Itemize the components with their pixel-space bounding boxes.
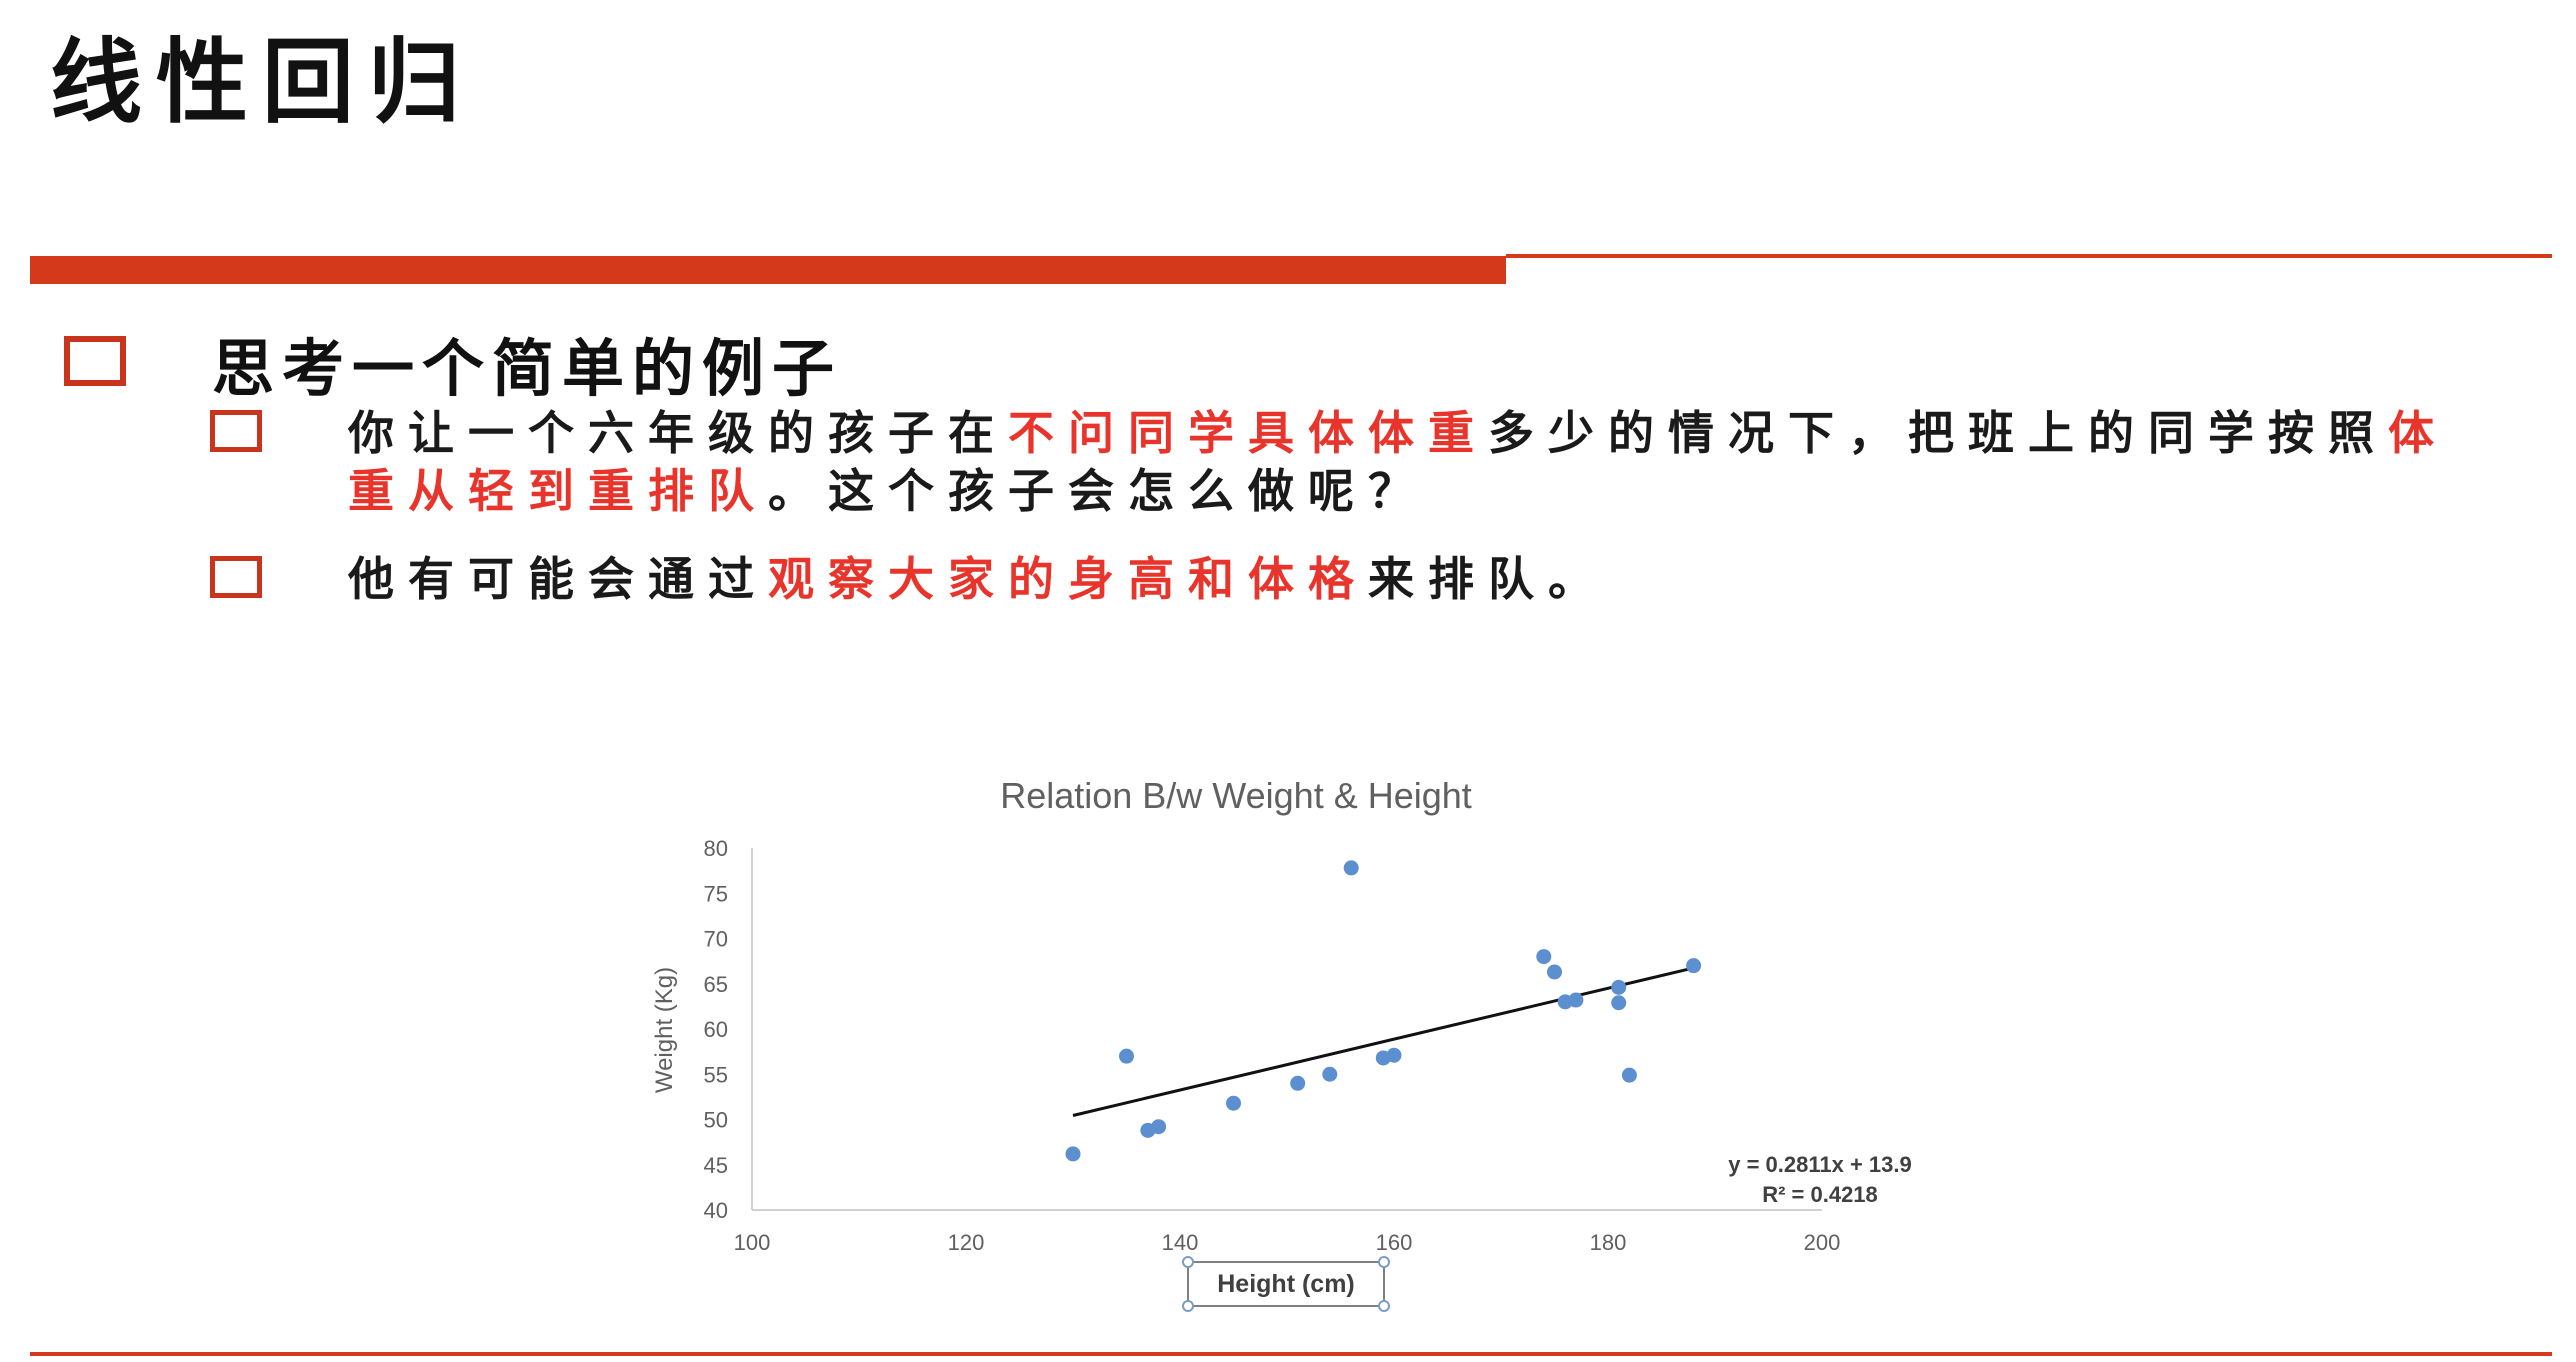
data-point (1226, 1095, 1241, 1111)
x-tick-label: 140 (1162, 1230, 1199, 1255)
y-tick-label: 45 (704, 1153, 728, 1178)
y-axis-label: Weight (Kg) (651, 967, 678, 1093)
bullet-square-icon (64, 336, 126, 386)
y-tick-label: 65 (704, 972, 728, 997)
resize-handle[interactable] (1182, 1300, 1194, 1312)
y-tick-label: 60 (704, 1017, 728, 1042)
y-tick-label: 50 (704, 1108, 728, 1133)
x-tick-label: 160 (1376, 1230, 1413, 1255)
data-point (1386, 1047, 1402, 1063)
data-points (1065, 860, 1702, 1162)
footer-line (30, 1352, 2552, 1356)
chart-title: Relation B/w Weight & Height (1000, 775, 1472, 816)
x-tick-label: 100 (734, 1230, 771, 1255)
title-underline-thin (1506, 254, 2552, 258)
bullet-text-2: 他有可能会通过观察大家的身高和体格来排队。 (348, 550, 2498, 608)
bullet2-seg1: 他有可能会通过 (348, 552, 768, 606)
data-point (1322, 1066, 1338, 1082)
bullet1-seg5: 。这个孩子会怎么做呢？ (768, 464, 1428, 518)
bullet1-highlight2: 体重从轻到重排队 (348, 406, 2448, 518)
data-point (1611, 979, 1627, 995)
data-point (1568, 992, 1584, 1008)
y-tick-label: 40 (704, 1198, 728, 1223)
title-underline-bar (30, 256, 1506, 284)
data-point (1151, 1119, 1167, 1135)
bullet1-seg3: 多少的情况下，把班上的同学按照 (1488, 406, 2388, 460)
slide-title: 线性回归 (50, 28, 475, 136)
bullet2-seg3: 来排队。 (1368, 552, 1608, 606)
y-tick-label: 55 (704, 1062, 728, 1087)
data-point (1290, 1075, 1306, 1091)
trendline-group (1072, 966, 1694, 1117)
scatter-chart: Relation B/w Weight & Height 40 45 50 55 60 6… (651, 775, 1912, 1312)
bullet2-highlight: 观察大家的身高和体格 (768, 552, 1368, 606)
y-axis: 40 45 50 55 60 65 70 75 80 (704, 836, 753, 1223)
data-point (1611, 995, 1627, 1011)
data-point (1065, 1146, 1081, 1162)
data-point (1343, 860, 1359, 876)
label-selection-frame (1187, 1261, 1385, 1307)
x-axis-label: Height (cm) (1217, 1270, 1355, 1298)
x-tick-label: 120 (948, 1230, 985, 1255)
resize-handle[interactable] (1182, 1256, 1194, 1268)
data-point (1686, 958, 1702, 974)
trendline-equation: y = 0.2811x + 13.9 (1728, 1152, 1912, 1177)
bullet1-seg1: 你让一个六年级的孩子在 (348, 406, 1008, 460)
y-tick-label: 75 (704, 881, 728, 906)
resize-handle[interactable] (1378, 1256, 1390, 1268)
x-axis: 100 120 140 160 180 200 (734, 1209, 1841, 1255)
x-axis-label-box[interactable]: Height (cm) (1182, 1256, 1390, 1312)
resize-handle[interactable] (1378, 1300, 1390, 1312)
section-heading: 思考一个简单的例子 (212, 332, 843, 405)
trendline (1072, 966, 1694, 1117)
data-point (1536, 949, 1552, 965)
data-point (1547, 964, 1562, 980)
y-tick-label: 80 (704, 836, 728, 861)
bullet-text-1: 你让一个六年级的孩子在不问同学具体体重多少的情况下，把班上的同学按照体重从轻到重… (348, 404, 2498, 520)
sub-bullet-square-icon (210, 556, 262, 598)
trendline-r-squared: R² = 0.4218 (1762, 1182, 1878, 1207)
bullet1-highlight1: 不问同学具体体重 (1008, 406, 1488, 460)
x-tick-label: 200 (1804, 1230, 1841, 1255)
data-point (1119, 1048, 1134, 1064)
data-point (1621, 1067, 1637, 1083)
x-tick-label: 180 (1590, 1230, 1627, 1255)
sub-bullet-square-icon (210, 410, 262, 452)
y-tick-label: 70 (704, 927, 728, 952)
